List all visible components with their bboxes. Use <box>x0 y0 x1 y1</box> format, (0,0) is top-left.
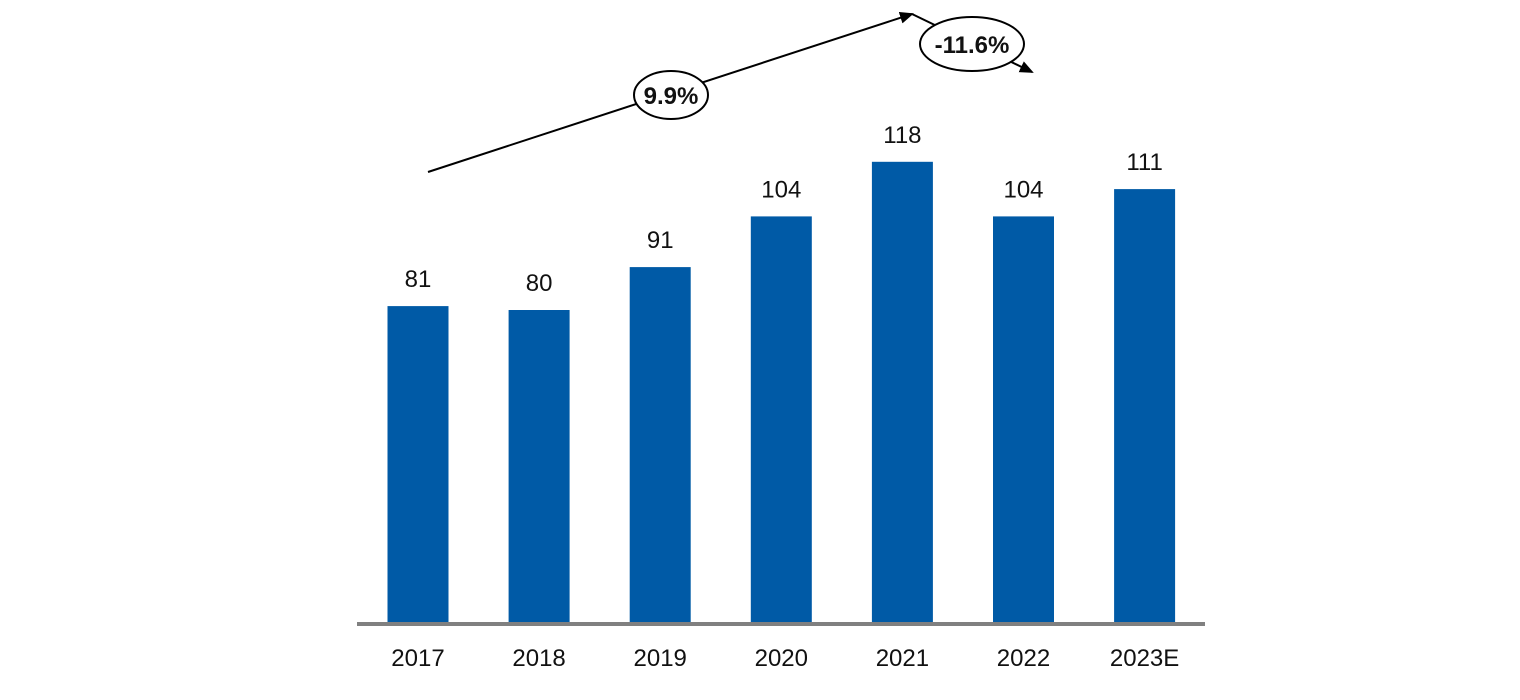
data-label-2017: 81 <box>405 266 432 293</box>
bar-2017 <box>387 306 449 622</box>
bar-2018 <box>508 310 570 622</box>
data-label-2018: 80 <box>526 270 553 297</box>
bar-2019 <box>629 267 691 622</box>
data-label-2023E: 111 <box>1126 149 1162 176</box>
data-labels: 81 80 91 104 118 104 111 <box>405 122 1163 297</box>
growth-label-down: -11.6% <box>935 32 1010 59</box>
x-tick-2021: 2021 <box>876 645 929 672</box>
x-tick-2023E: 2023E <box>1110 645 1179 672</box>
bar-2020 <box>750 216 812 622</box>
bar-series <box>387 161 1176 623</box>
x-tick-2017: 2017 <box>391 645 444 672</box>
growth-callout-up <box>633 70 709 120</box>
x-tick-2019: 2019 <box>634 645 687 672</box>
data-label-2021: 118 <box>883 122 921 149</box>
growth-annotation-up: 9.9% <box>427 12 914 173</box>
growth-callout-down <box>919 16 1025 72</box>
bar-2023E <box>1114 189 1176 622</box>
data-label-2019: 91 <box>647 227 674 254</box>
x-axis-tick-labels: 2017 2018 2019 2020 2021 2022 2023E <box>391 645 1179 672</box>
bar-2022 <box>993 216 1054 622</box>
data-label-2020: 104 <box>761 176 801 203</box>
growth-label-up: 9.9% <box>644 83 699 110</box>
growth-annotation-down: -11.6% <box>911 13 1034 73</box>
bar-2021 <box>871 161 933 623</box>
x-tick-2018: 2018 <box>512 645 565 672</box>
data-label-2022: 104 <box>1003 176 1043 203</box>
x-tick-2022: 2022 <box>997 645 1050 672</box>
x-tick-2020: 2020 <box>755 645 808 672</box>
